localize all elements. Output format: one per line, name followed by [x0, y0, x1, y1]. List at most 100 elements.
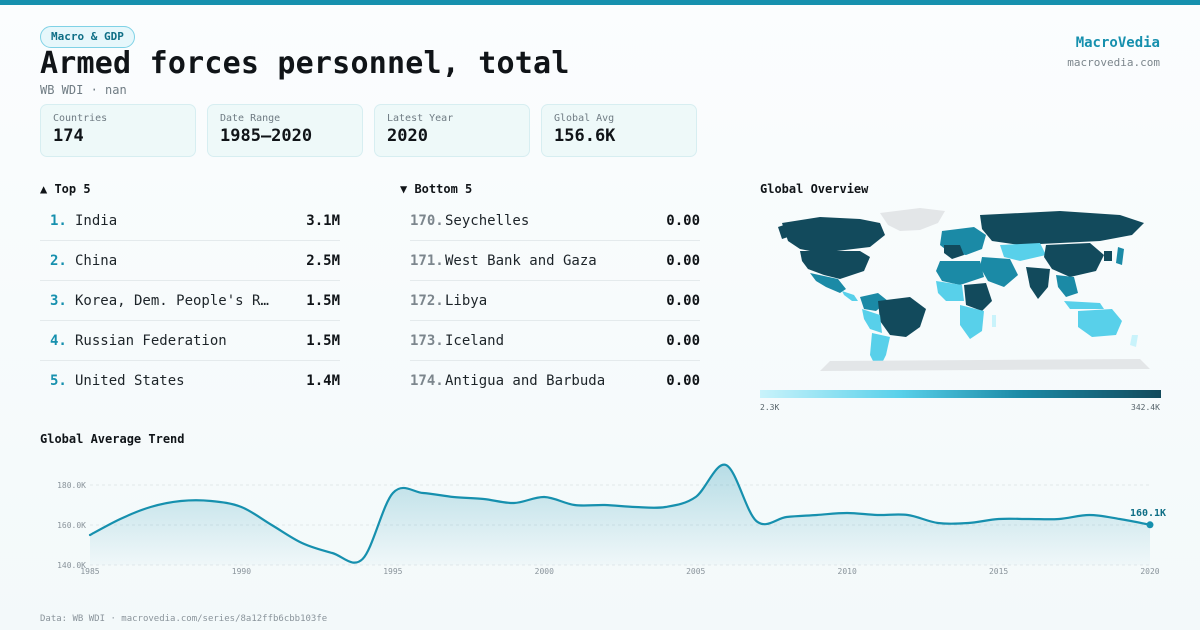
stat-global-avg: Global Avg 156.6K: [541, 104, 697, 157]
stat-value: 1985–2020: [220, 126, 313, 146]
stat-value: 2020: [387, 126, 428, 146]
map-region-western-europe[interactable]: [944, 245, 964, 259]
chart-point[interactable]: [997, 517, 1001, 521]
chart-point[interactable]: [361, 557, 365, 561]
list-item[interactable]: 173. Iceland 0.00: [410, 321, 700, 361]
chart-point[interactable]: [724, 463, 728, 467]
chart-point[interactable]: [482, 497, 486, 501]
chart-x-ticks: 1985 1990 1995 2000 2005 2010 2015 2020: [80, 567, 1159, 576]
chart-point[interactable]: [330, 551, 334, 555]
chart-point[interactable]: [512, 501, 516, 505]
map-region-russia[interactable]: [980, 211, 1144, 245]
chart-point[interactable]: [179, 499, 183, 503]
chart-point[interactable]: [573, 503, 577, 507]
list-item[interactable]: 174. Antigua and Barbuda 0.00: [410, 361, 700, 401]
list-item[interactable]: 5. United States 1.4M: [40, 361, 340, 401]
chart-point[interactable]: [845, 511, 849, 515]
stat-label: Countries: [53, 113, 108, 124]
country-name: Korea, Dem. People's Rep.: [75, 293, 275, 309]
world-map[interactable]: [760, 205, 1161, 385]
map-region-korea[interactable]: [1104, 251, 1112, 261]
trend-title: Global Average Trend: [40, 432, 185, 446]
map-region-greenland[interactable]: [880, 208, 945, 231]
chart-point[interactable]: [754, 519, 758, 523]
chart-point[interactable]: [1057, 517, 1061, 521]
chart-y-ticks: 140.0K 160.0K 180.0K: [57, 481, 86, 570]
map-region-australia[interactable]: [1078, 309, 1122, 337]
chart-point[interactable]: [421, 491, 425, 495]
chart-point[interactable]: [663, 505, 667, 509]
map-region-alaska[interactable]: [778, 223, 794, 239]
country-value: 3.1M: [306, 213, 340, 229]
chart-point[interactable]: [633, 505, 637, 509]
chart-point[interactable]: [542, 495, 546, 499]
chart-last-point[interactable]: [1146, 521, 1154, 529]
map-region-se-asia[interactable]: [1056, 275, 1078, 297]
chart-point[interactable]: [209, 499, 213, 503]
brand-url[interactable]: macrovedia.com: [1067, 56, 1160, 69]
chart-point[interactable]: [270, 523, 274, 527]
chart-point[interactable]: [88, 533, 92, 537]
map-region-antarctica[interactable]: [820, 359, 1150, 371]
map-region-middle-east[interactable]: [980, 257, 1018, 287]
chart-point[interactable]: [149, 505, 153, 509]
chart-point[interactable]: [300, 541, 304, 545]
chart-point[interactable]: [785, 515, 789, 519]
map-region-peru[interactable]: [862, 309, 882, 333]
map-region-usa[interactable]: [800, 251, 870, 279]
chart-point[interactable]: [1027, 517, 1031, 521]
chart-point[interactable]: [906, 513, 910, 517]
map-region-japan[interactable]: [1116, 247, 1124, 265]
chart-point[interactable]: [451, 495, 455, 499]
country-value: 0.00: [666, 333, 700, 349]
list-item[interactable]: 171. West Bank and Gaza 0.00: [410, 241, 700, 281]
list-item[interactable]: 172. Libya 0.00: [410, 281, 700, 321]
chart-point[interactable]: [815, 513, 819, 517]
bottom5-list: 170. Seychelles 0.00 171. West Bank and …: [410, 201, 700, 401]
chart-line-series[interactable]: [88, 463, 1152, 564]
brand-name[interactable]: MacroVedia: [1075, 35, 1160, 51]
chart-point[interactable]: [1118, 517, 1122, 521]
chart-y-tick-label: 160.0K: [57, 521, 86, 530]
map-region-north-africa[interactable]: [936, 261, 984, 285]
chart-point[interactable]: [603, 503, 607, 507]
rank-number: 2.: [50, 253, 67, 269]
category-tag[interactable]: Macro & GDP: [40, 26, 135, 48]
map-region-west-africa[interactable]: [936, 281, 964, 301]
map-title: Global Overview: [760, 182, 869, 196]
map-region-canada[interactable]: [782, 217, 885, 253]
map-region-central-asia[interactable]: [1000, 243, 1046, 261]
trend-chart[interactable]: 140.0K 160.0K 180.0K 1985 1990 1995 2000 2005 2…: [0, 455, 1200, 585]
chart-point[interactable]: [239, 505, 243, 509]
rank-number: 4.: [50, 333, 67, 349]
map-region-central-america[interactable]: [842, 291, 858, 301]
chart-point[interactable]: [875, 513, 879, 517]
map-region-indonesia[interactable]: [1064, 301, 1104, 309]
country-name: China: [75, 253, 118, 269]
map-region-east-africa[interactable]: [964, 283, 992, 311]
chart-point[interactable]: [391, 491, 395, 495]
map-region-southern-africa[interactable]: [960, 305, 984, 339]
map-region-mexico[interactable]: [810, 273, 846, 293]
list-item[interactable]: 3. Korea, Dem. People's Rep. 1.5M: [40, 281, 340, 321]
chart-point[interactable]: [966, 521, 970, 525]
chart-point[interactable]: [118, 517, 122, 521]
chart-x-tick-label: 1985: [80, 567, 99, 576]
list-item[interactable]: 170. Seychelles 0.00: [410, 201, 700, 241]
chart-point[interactable]: [694, 495, 698, 499]
rank-number: 174.: [410, 373, 444, 389]
map-region-india[interactable]: [1026, 267, 1050, 299]
rank-number: 3.: [50, 293, 67, 309]
stat-date-range: Date Range 1985–2020: [207, 104, 363, 157]
country-value: 0.00: [666, 213, 700, 229]
map-region-china[interactable]: [1044, 243, 1104, 277]
chart-point[interactable]: [1087, 513, 1091, 517]
list-item[interactable]: 4. Russian Federation 1.5M: [40, 321, 340, 361]
list-item[interactable]: 2. China 2.5M: [40, 241, 340, 281]
map-region-brazil[interactable]: [878, 297, 926, 337]
map-region-new-zealand[interactable]: [1130, 335, 1138, 347]
stat-countries: Countries 174: [40, 104, 196, 157]
list-item[interactable]: 1. India 3.1M: [40, 201, 340, 241]
map-region-madagascar[interactable]: [992, 315, 996, 327]
chart-point[interactable]: [936, 521, 940, 525]
